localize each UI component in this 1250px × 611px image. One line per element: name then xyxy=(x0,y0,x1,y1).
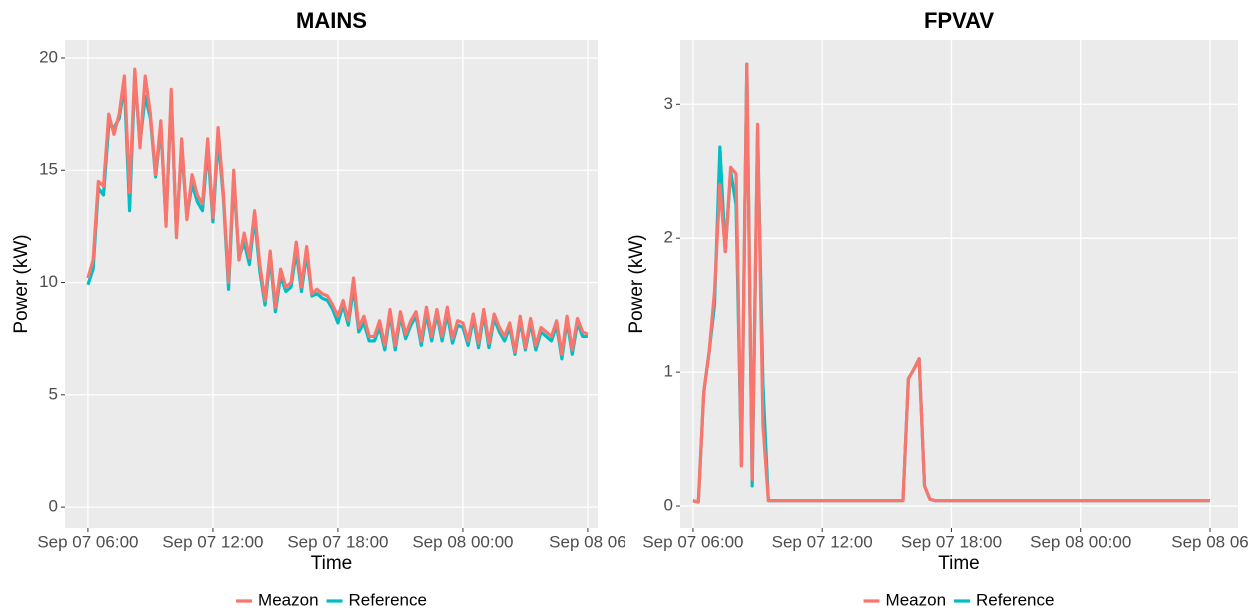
y-tick-label: 3 xyxy=(664,94,673,113)
chart-title: FPVAV xyxy=(924,8,994,33)
x-tick-label: Sep 08 06 xyxy=(549,532,625,551)
legend: Meazon Reference xyxy=(863,590,1054,609)
plot-background xyxy=(65,40,598,528)
legend: Meazon Reference xyxy=(236,590,427,609)
x-tick-label: Sep 07 12:00 xyxy=(772,532,873,551)
x-axis-title: Time xyxy=(311,553,353,574)
y-tick-label: 10 xyxy=(39,272,58,291)
x-axis-title: Time xyxy=(938,553,980,574)
x-tick-label: Sep 07 18:00 xyxy=(287,532,388,551)
chart: MAINS 0 5 10 15 20 Sep 07 06:00 Sep 07 12:00 Sep… xyxy=(11,8,625,610)
x-tick-label: Sep 07 12:00 xyxy=(162,532,263,551)
y-tick-label: 2 xyxy=(664,228,673,247)
y-tick-label: 5 xyxy=(49,384,58,403)
series-line xyxy=(86,67,589,356)
y-tick-label: 0 xyxy=(49,497,58,516)
x-tick-label: Sep 08 00:00 xyxy=(412,532,513,551)
plot-background xyxy=(680,40,1238,528)
x-tick-label: Sep 07 18:00 xyxy=(901,532,1002,551)
x-tick-label: Sep 08 00:00 xyxy=(1030,532,1131,551)
legend-label: Reference xyxy=(976,590,1054,609)
y-axis-title: Power (kW) xyxy=(626,234,647,333)
x-tick-label: Sep 07 06:00 xyxy=(642,532,743,551)
legend-label: Reference xyxy=(349,590,427,609)
legend-label: Meazon xyxy=(258,590,318,609)
chart: FPVAV 0 1 2 3 Sep 07 06:00 Sep 07 12:00 Sep 07 … xyxy=(626,8,1249,610)
y-tick-label: 0 xyxy=(664,496,673,515)
series-line xyxy=(692,62,1210,504)
chart-title: MAINS xyxy=(296,8,367,33)
x-tick-label: Sep 07 06:00 xyxy=(37,532,138,551)
legend-label: Meazon xyxy=(886,590,946,609)
y-tick-label: 15 xyxy=(39,160,58,179)
y-tick-label: 1 xyxy=(664,362,673,381)
y-tick-label: 20 xyxy=(39,47,58,66)
y-axis-title: Power (kW) xyxy=(11,234,32,333)
x-tick-label: Sep 08 06 xyxy=(1171,532,1249,551)
